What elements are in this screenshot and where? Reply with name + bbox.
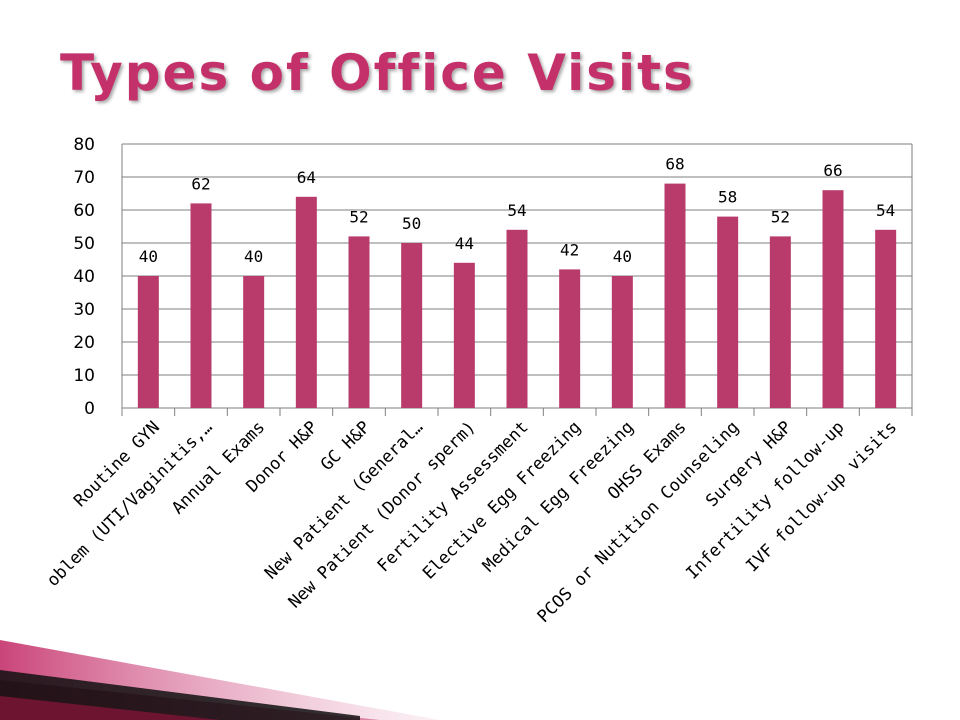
bar [190,203,212,408]
data-label: 42 [560,240,579,259]
data-label: 52 [349,207,368,226]
y-tick-label: 50 [73,234,95,254]
data-label: 40 [244,247,263,266]
bar [717,216,739,408]
y-tick-label: 10 [73,366,95,386]
data-label: 52 [771,207,790,226]
y-tick-label: 30 [73,300,95,320]
bar [822,190,844,408]
x-tick-label: New Patient (Donor sperm) [285,417,480,612]
data-label: 40 [613,247,632,266]
bar [506,229,528,408]
data-label: 58 [718,188,737,207]
data-label: 62 [191,174,210,193]
corner-decoration [0,640,440,720]
slide-title: Types of Office Visits [60,44,695,102]
y-tick-label: 0 [84,399,95,419]
bar [243,276,265,408]
bar [664,183,686,408]
y-axis-ticks: 0 10 20 30 40 50 60 70 80 [73,135,95,419]
bar [611,276,633,408]
data-label: 54 [507,201,526,220]
y-tick-label: 70 [73,168,95,188]
x-tick-label: Annual Exams [168,417,269,518]
bar [401,243,423,408]
data-label: 40 [139,247,158,266]
data-label: 66 [823,161,842,180]
y-tick-label: 80 [73,135,95,155]
data-label: 54 [876,201,895,220]
bar [875,229,897,408]
data-label: 50 [402,214,421,233]
bar [295,196,317,408]
bar [559,269,581,408]
bar [453,262,475,408]
bar [137,276,159,408]
bar [348,236,370,408]
bars [137,183,897,408]
bar [769,236,791,408]
data-labels: 40 62 40 64 52 50 44 54 42 40 68 58 52 66 54 [139,155,896,266]
data-label: 68 [665,155,684,174]
data-label: 44 [455,234,474,253]
y-tick-label: 60 [73,201,95,221]
data-label: 64 [297,168,316,187]
y-tick-label: 40 [73,267,95,287]
y-tick-label: 20 [73,333,95,353]
